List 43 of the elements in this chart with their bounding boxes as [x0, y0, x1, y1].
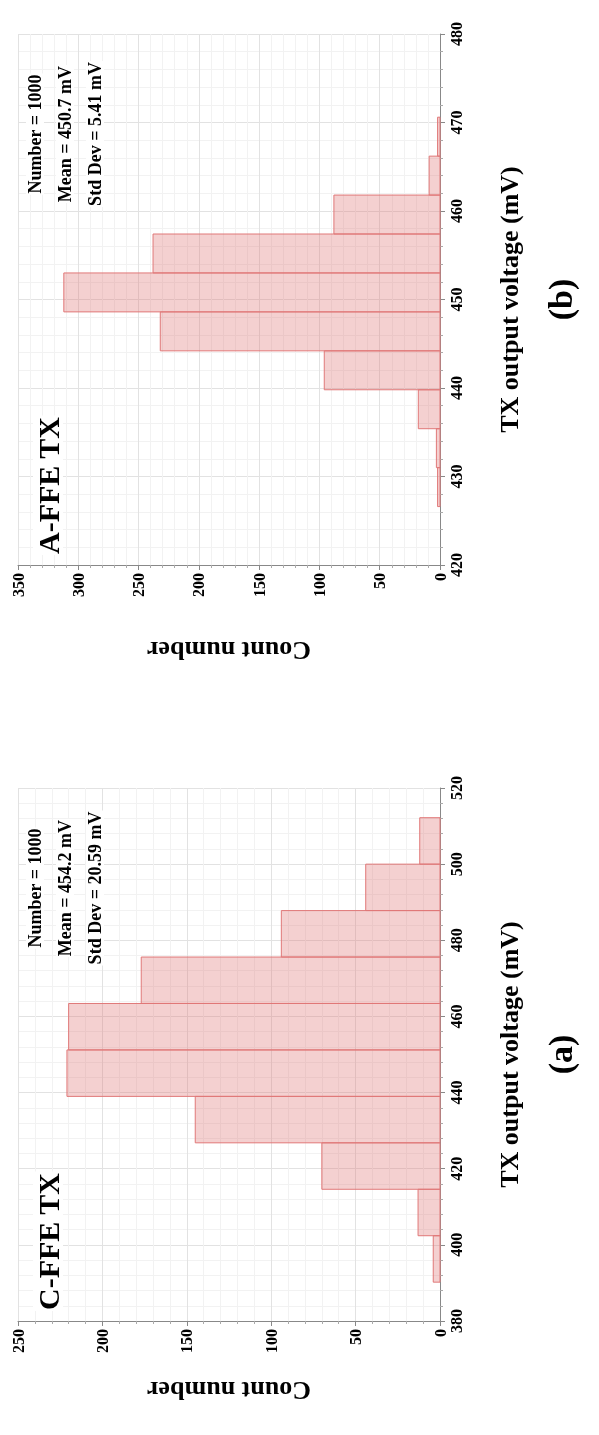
y-axis-title: TX output voltage (mV)	[494, 166, 524, 433]
x-tick-label: 350	[9, 573, 27, 597]
y-tick-label: 520	[447, 776, 465, 800]
x-tick-label: 0	[431, 573, 449, 581]
annotation: Std Dev = 5.41 mV	[85, 62, 105, 206]
x-axis-title: Count number	[147, 1375, 311, 1405]
y-tick-label: 500	[447, 852, 465, 877]
annotation: Std Dev = 20.59 mV	[85, 811, 105, 965]
x-tick-label: 200	[93, 1329, 111, 1353]
y-axis-title: TX output voltage (mV)	[494, 921, 524, 1188]
x-tick-label: 50	[371, 573, 389, 589]
y-tick-label: 420	[447, 1156, 465, 1181]
y-tick-label: 470	[447, 110, 465, 135]
annotation: Number = 1000	[25, 74, 45, 194]
x-tick-label: 100	[262, 1329, 280, 1353]
y-tick-label: 450	[447, 287, 465, 312]
text: (b)	[541, 278, 580, 321]
annotation: Mean = 454.2 mV	[55, 819, 75, 957]
text: C-FFE TX	[31, 1172, 65, 1310]
y-tick-label: 440	[447, 1080, 465, 1105]
annotation: Number = 1000	[25, 828, 45, 948]
x-tick-label: 100	[310, 573, 328, 597]
y-tick-label: 440	[447, 376, 465, 400]
y-tick-label: 460	[447, 199, 465, 223]
x-tick-label: 150	[178, 1329, 196, 1353]
y-tick-label: 480	[447, 22, 465, 46]
x-tick-label: 200	[190, 573, 208, 597]
x-tick-label: 150	[250, 573, 268, 597]
text: A-FFE TX	[31, 416, 65, 554]
y-tick-label: 480	[447, 928, 465, 953]
x-axis-title: Count number	[147, 635, 311, 665]
y-tick-label: 420	[447, 553, 465, 577]
x-tick-label: 300	[69, 573, 87, 597]
x-tick-label: 0	[431, 1329, 449, 1337]
text: (a)	[541, 1034, 580, 1075]
annotation: Mean = 450.7 mV	[55, 65, 75, 203]
x-tick-label: 50	[347, 1329, 365, 1345]
y-tick-label: 380	[447, 1309, 465, 1333]
y-tick-label: 430	[447, 464, 465, 489]
x-tick-label: 250	[130, 573, 148, 597]
y-tick-label: 400	[447, 1232, 465, 1257]
y-tick-label: 460	[447, 1004, 465, 1029]
x-tick-label: 250	[9, 1329, 27, 1353]
